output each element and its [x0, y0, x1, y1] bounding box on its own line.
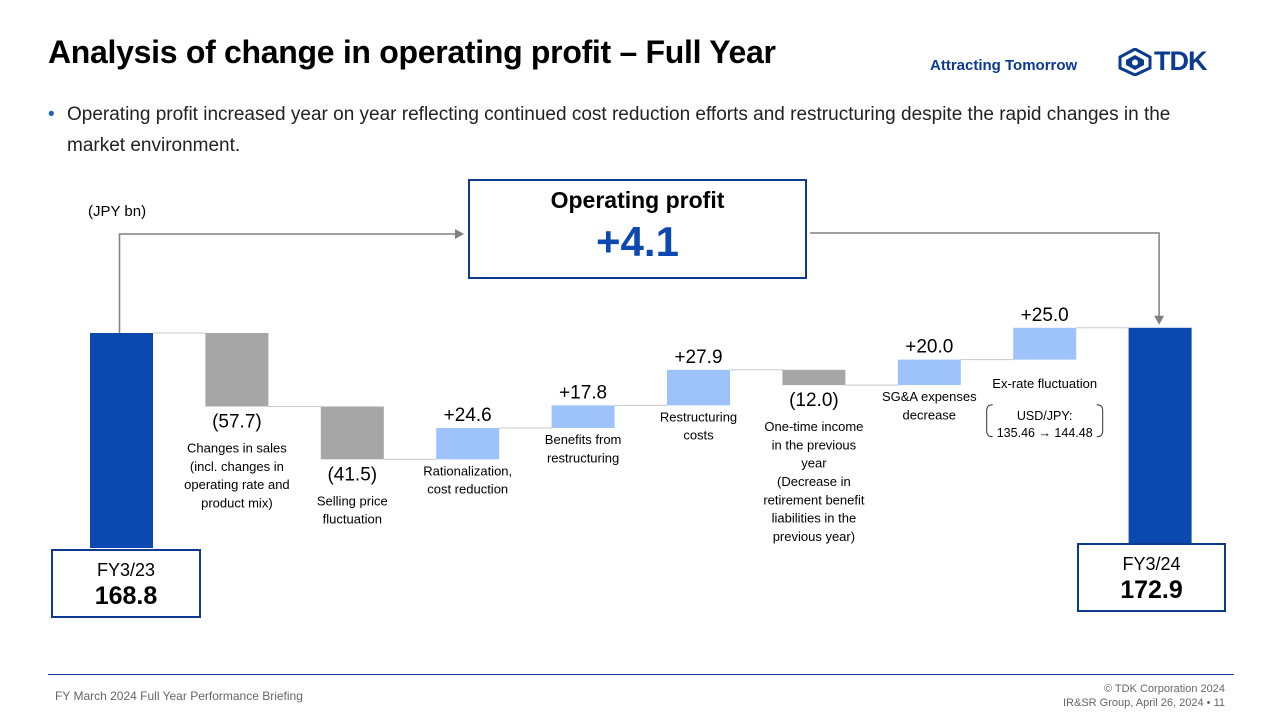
- arrow-op-to-end: [810, 232, 1160, 318]
- footer-title: FY March 2024 Full Year Performance Brie…: [55, 689, 303, 703]
- value-label-step-2: (41.5): [327, 464, 377, 485]
- page-title: Analysis of change in operating profit –…: [48, 34, 776, 70]
- summary-text: Operating profit increased year on year …: [67, 104, 1171, 156]
- category-label-step-6: previous year): [773, 529, 855, 544]
- start-total-box: FY3/23 168.8: [51, 549, 201, 618]
- category-label-step-6: liabilities in the: [772, 511, 857, 526]
- operating-profit-title: Operating profit: [550, 187, 725, 213]
- arrowhead-end-icon: [1154, 315, 1165, 325]
- category-label-step-3: cost reduction: [427, 482, 508, 497]
- value-label-step-6: (12.0): [789, 390, 839, 411]
- logo-text: TDK: [1154, 46, 1207, 76]
- bar-step-3: [436, 428, 500, 460]
- category-label-step-6: in the previous: [772, 437, 857, 452]
- value-label-step-1: (57.7): [212, 411, 262, 432]
- category-label-step-2: fluctuation: [323, 512, 382, 527]
- bar-step-8: [1013, 327, 1077, 360]
- category-label-step-6: One-time income: [764, 419, 863, 434]
- category-label-step-7: SG&A expenses: [882, 389, 977, 404]
- note-bracket-right: [1096, 404, 1104, 438]
- bar-start-total: [90, 333, 153, 548]
- value-label-step-7: +20.0: [905, 337, 953, 358]
- category-label-step-8: Ex-rate fluctuation: [992, 376, 1097, 391]
- bar-step-1: [205, 333, 269, 407]
- category-label-step-3: Rationalization,: [423, 463, 512, 478]
- exrate-note-line: 135.46 → 144.48: [997, 426, 1093, 440]
- category-label-step-7: decrease: [903, 407, 956, 422]
- value-label-step-5: +27.9: [674, 347, 722, 368]
- category-label-step-1: product mix): [201, 495, 273, 510]
- category-label-step-5: Restructuring: [660, 409, 737, 424]
- operating-profit-value: +4.1: [596, 218, 679, 265]
- start-total-label: FY3/23: [96, 560, 156, 580]
- arrowhead-op-icon: [455, 229, 464, 239]
- arrow-start-to-op: [118, 233, 460, 333]
- category-label-step-2: Selling price: [317, 493, 388, 508]
- end-total-label: FY3/24: [1122, 554, 1181, 574]
- end-total-box: FY3/24 172.9: [1077, 543, 1226, 612]
- footer-date-page: IR&SR Group, April 26, 2024 • 11: [1062, 697, 1225, 709]
- category-label-step-6: (Decrease in: [777, 474, 851, 489]
- bar-step-7: [897, 359, 961, 386]
- footer-copyright: © TDK Corporation 2024 IR&SR Group, Apri…: [1063, 682, 1225, 710]
- tagline: Attracting Tomorrow: [930, 57, 1078, 74]
- tdk-logo: TDK: [1118, 46, 1207, 77]
- category-label-step-4: Benefits from: [545, 432, 622, 447]
- bullet-dot: •: [48, 104, 55, 125]
- note-bracket-left: [986, 404, 993, 438]
- summary-bullet: • Operating profit increased year on yea…: [48, 99, 1198, 161]
- operating-profit-box: Operating profit +4.1: [468, 179, 807, 279]
- category-label-step-5: costs: [683, 428, 714, 443]
- footer-divider: [48, 674, 1234, 675]
- bar-step-5: [667, 369, 730, 406]
- category-label-step-1: operating rate and: [184, 477, 290, 492]
- end-total-value: 172.9: [1120, 576, 1183, 604]
- bar-step-2: [320, 406, 384, 460]
- category-label-step-4: restructuring: [547, 450, 619, 465]
- bar-step-4: [551, 405, 615, 429]
- unit-label: (JPY bn): [88, 203, 147, 220]
- exrate-note-line: USD/JPY:: [1017, 409, 1073, 423]
- bar-step-6: [782, 369, 846, 386]
- tdk-emblem-icon: [1118, 47, 1152, 76]
- copyright-text: © TDK Corporation 2024: [1103, 683, 1225, 695]
- bar-end-total: [1128, 327, 1192, 550]
- value-label-step-4: +17.8: [559, 382, 607, 403]
- category-label-step-1: Changes in sales: [187, 440, 287, 455]
- value-label-step-3: +24.6: [444, 405, 492, 426]
- value-label-step-8: +25.0: [1021, 305, 1069, 326]
- start-total-value: 168.8: [94, 582, 158, 610]
- category-label-step-6: retirement benefit: [763, 492, 865, 507]
- category-label-step-1: (incl. changes in: [190, 459, 284, 474]
- category-label-step-6: year: [801, 456, 827, 471]
